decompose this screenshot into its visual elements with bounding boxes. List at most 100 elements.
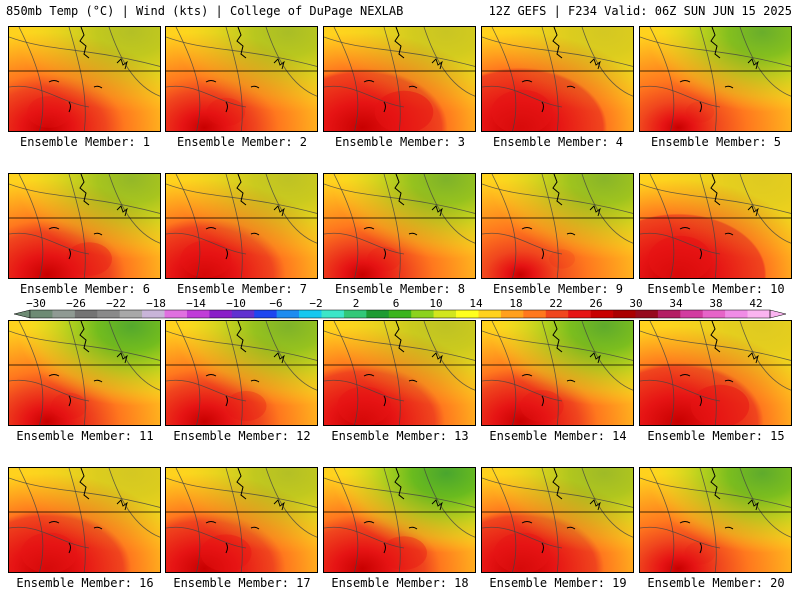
contour-line	[225, 468, 243, 572]
lake-outline	[431, 499, 443, 511]
colorbar-tick-label: 38	[709, 297, 722, 310]
contour-line	[225, 321, 243, 425]
colorbar-tick-label: −26	[66, 297, 86, 310]
ensemble-member-map	[8, 173, 161, 279]
contour-line	[699, 174, 717, 278]
colorbar-tick-label: 2	[353, 297, 360, 310]
colorbar-segment	[478, 310, 502, 318]
colorbar-segment	[635, 310, 659, 318]
contour-line	[640, 232, 721, 255]
ensemble-member-label: Ensemble Member: 12	[173, 429, 311, 443]
warm-core	[27, 96, 71, 128]
contour-line	[324, 330, 475, 361]
colorbar-tick-label: 6	[393, 297, 400, 310]
lake-outline	[431, 205, 443, 217]
contour-line	[9, 379, 90, 402]
ensemble-member-label: Ensemble Member: 1	[19, 135, 151, 149]
contour-line	[640, 183, 791, 214]
contour-line	[699, 27, 717, 131]
contour-line	[324, 477, 475, 508]
ensemble-member-label: Ensemble Member: 18	[331, 576, 469, 590]
contour-line	[166, 330, 317, 361]
warm-core	[549, 249, 575, 269]
forecast-valid-time: 12Z GEFS | F234 Valid: 06Z SUN JUN 15 20…	[488, 4, 792, 18]
colorbar-segment	[568, 310, 591, 318]
contour-line	[9, 183, 160, 214]
contour-line	[166, 85, 247, 108]
river-line	[363, 227, 418, 260]
contour-line	[265, 174, 317, 244]
contour-line	[482, 477, 633, 508]
colorbar-tick-label: −30	[26, 297, 46, 310]
ensemble-member-map	[8, 26, 161, 132]
contour-line	[18, 321, 44, 425]
warm-core	[381, 536, 427, 570]
contour-line	[333, 174, 359, 278]
ensemble-member-label: Ensemble Member: 16	[16, 576, 154, 590]
contour-line	[739, 27, 791, 97]
ensemble-member-map	[165, 26, 318, 132]
ensemble-member-map	[481, 173, 634, 279]
colorbar-segment	[680, 310, 704, 318]
colorbar-tick-label: −22	[106, 297, 126, 310]
warm-core	[337, 386, 391, 425]
contour-line	[166, 477, 317, 508]
lake-outline	[589, 58, 601, 70]
contour-line	[166, 183, 317, 214]
ensemble-member-map	[323, 320, 476, 426]
lake-outline	[589, 205, 601, 217]
river-line	[363, 521, 418, 554]
contour-line	[491, 27, 517, 131]
warm-core	[180, 240, 232, 278]
contour-line	[423, 321, 475, 391]
contour-line	[108, 27, 160, 97]
lake-outline	[431, 58, 443, 70]
colorbar-segment	[142, 310, 165, 318]
ensemble-member-map	[639, 173, 792, 279]
contour-line	[265, 321, 317, 391]
colorbar-tick-label: −10	[226, 297, 246, 310]
contour-line	[9, 232, 90, 255]
ensemble-member-label: Ensemble Member: 3	[334, 135, 466, 149]
contour-line	[699, 468, 717, 572]
ensemble-member-label: Ensemble Member: 9	[492, 282, 624, 296]
coastline	[710, 27, 721, 59]
ensemble-member-map	[639, 467, 792, 573]
warm-core	[690, 384, 750, 425]
lake-outline	[116, 499, 128, 511]
ensemble-member-map	[165, 467, 318, 573]
ensemble-member-label: Ensemble Member: 17	[173, 576, 311, 590]
contour-line	[324, 379, 405, 402]
ensemble-member-map	[323, 26, 476, 132]
colorbar-segment	[119, 310, 143, 318]
colorbar-segment	[52, 310, 76, 318]
colorbar-segment	[276, 310, 300, 318]
contour-line	[581, 468, 633, 538]
contour-line	[640, 330, 791, 361]
colorbar-segment	[97, 310, 120, 318]
contour-line	[166, 526, 247, 549]
contour-line	[581, 27, 633, 97]
colorbar-segment	[366, 310, 390, 318]
contour-line	[175, 174, 201, 278]
colorbar-segment	[299, 310, 322, 318]
river-line	[679, 521, 734, 554]
coastline	[394, 27, 405, 59]
coastline	[552, 468, 563, 500]
contour-line	[581, 174, 633, 244]
contour-line	[581, 321, 633, 391]
contour-line	[333, 321, 359, 425]
contour-line	[9, 36, 160, 67]
lake-outline	[273, 352, 285, 364]
ensemble-member-label: Ensemble Member: 8	[334, 282, 466, 296]
ensemble-member-label: Ensemble Member: 7	[176, 282, 308, 296]
coastline	[394, 174, 405, 206]
ensemble-member-label: Ensemble Member: 13	[331, 429, 469, 443]
contour-line	[541, 27, 559, 131]
colorbar-tick-label: 34	[669, 297, 683, 310]
contour-line	[739, 321, 791, 391]
contour-line	[175, 468, 201, 572]
contour-line	[324, 36, 475, 67]
lake-outline	[747, 205, 759, 217]
contour-line	[482, 36, 633, 67]
